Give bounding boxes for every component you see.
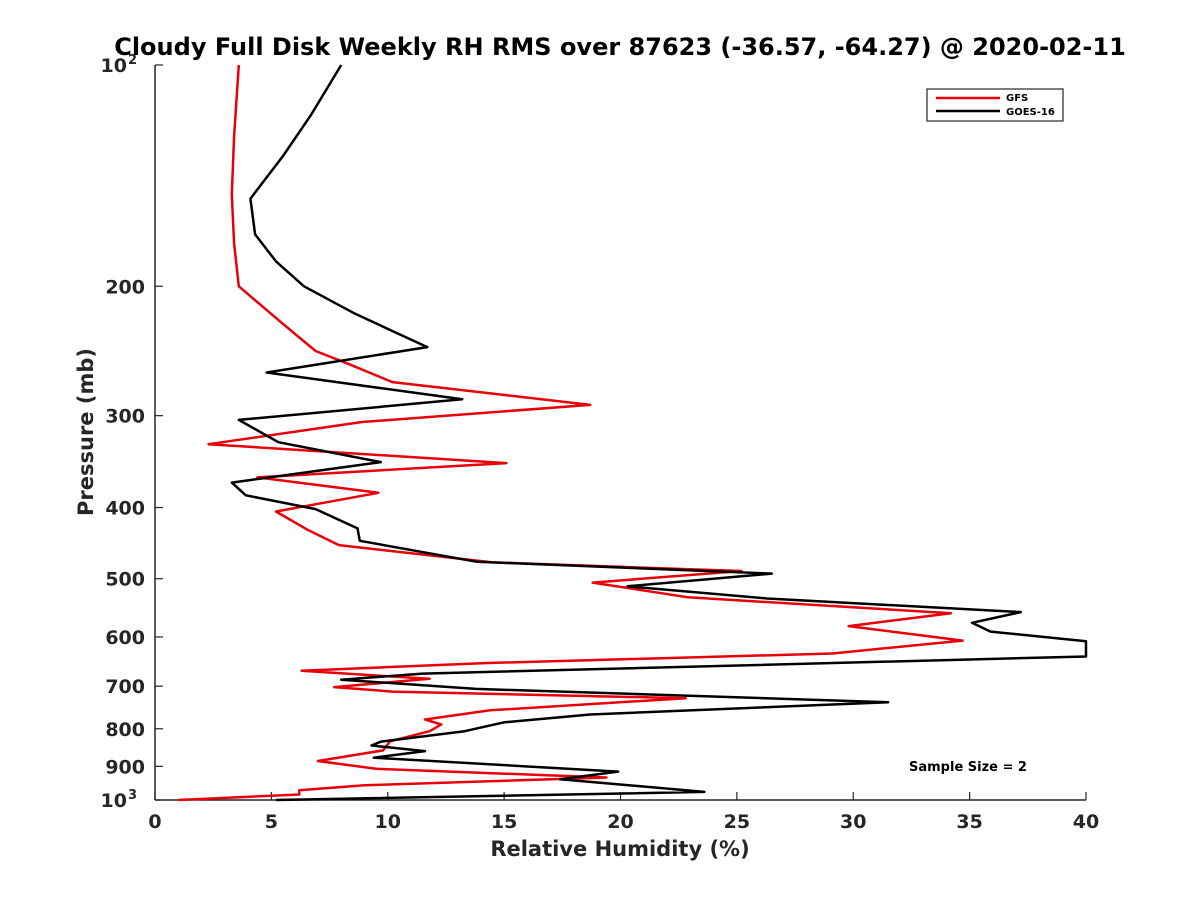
y-tick-label: 10 — [101, 790, 127, 812]
x-tick-label: 30 — [840, 811, 866, 833]
legend-label-goes16: GOES-16 — [1006, 107, 1055, 118]
y-tick-label: 10 — [101, 55, 127, 77]
y-tick-label: 400 — [105, 498, 145, 520]
y-tick-label: 700 — [105, 676, 145, 698]
series-line-goes16 — [230, 64, 1088, 802]
y-tick-label: 200 — [105, 276, 145, 298]
series-lines — [178, 64, 1088, 802]
x-tick-label: 5 — [265, 811, 278, 833]
y-axis-label: Pressure (mb) — [74, 348, 98, 516]
x-axis-ticks: 0 5 10 15 20 25 30 35 40 — [148, 792, 1099, 833]
x-tick-label: 15 — [491, 811, 517, 833]
x-tick-label: 20 — [607, 811, 633, 833]
y-tick-label: 500 — [105, 569, 145, 591]
legend-label-gfs: GFS — [1006, 93, 1028, 104]
x-axis-label: Relative Humidity (%) — [490, 837, 749, 861]
x-tick-label: 35 — [956, 811, 982, 833]
y-tick-label: 800 — [105, 719, 145, 741]
x-tick-label: 40 — [1073, 811, 1099, 833]
y-tick-exponent: 2 — [128, 53, 137, 68]
y-tick-label: 300 — [105, 406, 145, 428]
plot-area: 0 5 10 15 20 25 30 35 40 10 220030040050060070080… — [101, 53, 1100, 833]
chart-title: Cloudy Full Disk Weekly RH RMS over 8762… — [114, 33, 1126, 61]
x-tick-label: 0 — [148, 811, 161, 833]
legend-box — [926, 88, 1064, 122]
y-tick-exponent: 3 — [128, 788, 137, 803]
y-tick-label: 900 — [105, 756, 145, 778]
sample-size-annotation: Sample Size = 2 — [909, 760, 1027, 775]
x-tick-label: 10 — [375, 811, 401, 833]
legend: GFS GOES-16 — [926, 88, 1064, 122]
y-tick-label: 600 — [105, 627, 145, 649]
x-tick-label: 25 — [724, 811, 750, 833]
